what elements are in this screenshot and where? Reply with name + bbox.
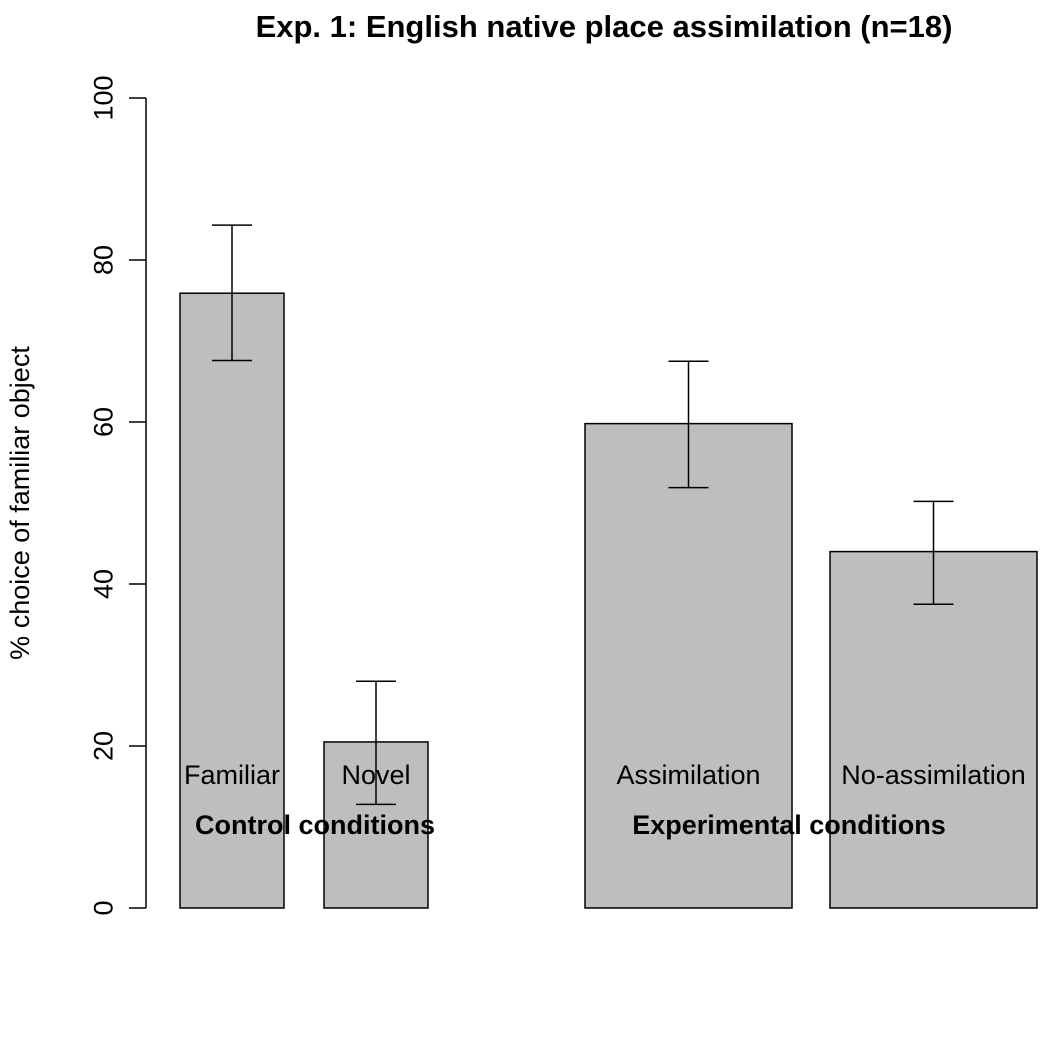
group-labels: Control conditions Experimental condition… — [195, 810, 946, 840]
y-tick-label: 100 — [88, 75, 118, 120]
category-label: Familiar — [184, 760, 280, 790]
group-label: Experimental conditions — [632, 810, 946, 840]
y-tick-label: 0 — [88, 900, 118, 915]
chart-title: Exp. 1: English native place assimilatio… — [256, 9, 953, 44]
bar-familiar — [179, 292, 285, 909]
group-label: Control conditions — [195, 810, 435, 840]
bar-assimilation — [584, 422, 793, 909]
category-label: No-assimilation — [841, 760, 1026, 790]
y-tick-label: 20 — [88, 731, 118, 761]
category-labels: Familiar Novel Assimilation No-assimilation — [184, 760, 1026, 790]
y-axis: 0 20 40 60 80 100 — [88, 75, 147, 916]
bar-no-assimilation — [829, 550, 1038, 909]
y-tick-label: 80 — [88, 245, 118, 275]
y-axis-label: % choice of familiar object — [5, 346, 35, 660]
y-tick-label: 40 — [88, 569, 118, 599]
error-bars — [212, 224, 954, 806]
category-label: Assimilation — [616, 760, 760, 790]
category-label: Novel — [341, 760, 410, 790]
y-tick-label: 60 — [88, 407, 118, 437]
